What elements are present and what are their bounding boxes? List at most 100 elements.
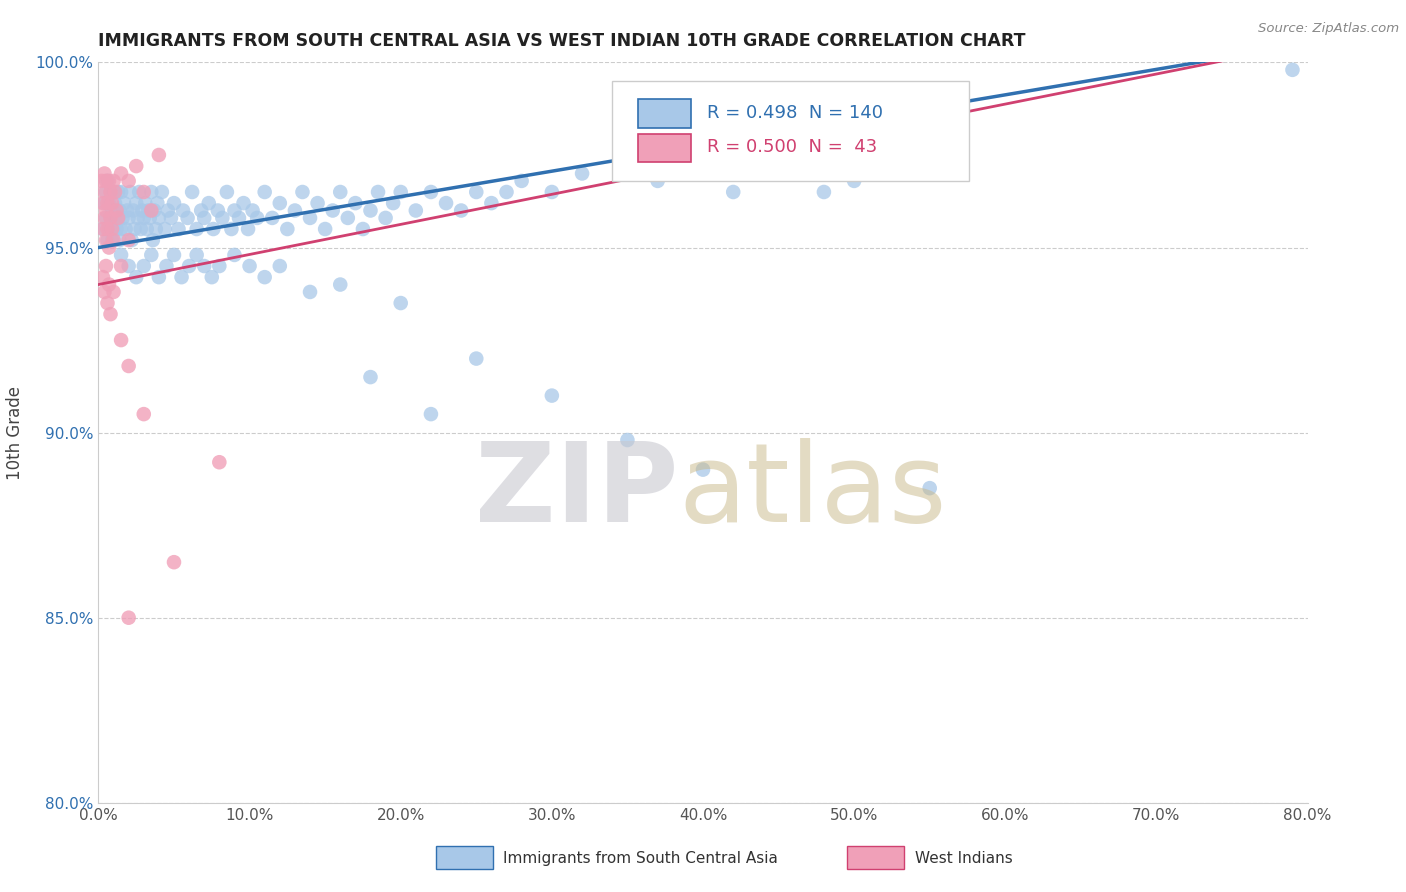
Point — [389, 296, 412, 310]
Point — [148, 148, 170, 162]
Point — [120, 185, 142, 199]
Point — [134, 196, 156, 211]
Point — [107, 185, 129, 199]
Point — [481, 196, 503, 211]
Point — [692, 462, 714, 476]
Point — [105, 222, 128, 236]
Point — [367, 185, 389, 199]
Point — [91, 222, 114, 236]
Point — [125, 159, 148, 173]
Point — [118, 211, 141, 225]
Point — [269, 196, 291, 211]
Point — [94, 203, 117, 218]
Point — [145, 222, 167, 236]
Point — [322, 203, 344, 218]
Point — [360, 203, 382, 218]
Point — [176, 211, 198, 225]
Point — [93, 196, 115, 211]
Point — [208, 455, 231, 469]
Point — [540, 388, 562, 402]
Point — [156, 203, 179, 218]
Point — [108, 233, 131, 247]
Point — [207, 203, 229, 218]
Point — [224, 203, 246, 218]
Point — [329, 277, 352, 292]
Point — [405, 203, 427, 218]
Point — [202, 222, 225, 236]
Point — [236, 222, 259, 236]
Point — [232, 196, 254, 211]
Point — [91, 270, 114, 285]
Point — [100, 185, 122, 199]
Point — [141, 203, 163, 218]
Point — [96, 222, 118, 236]
Point — [93, 285, 115, 299]
Point — [172, 203, 194, 218]
Point — [208, 259, 231, 273]
Text: ZIP: ZIP — [475, 438, 679, 545]
Point — [94, 174, 117, 188]
Point — [918, 481, 941, 495]
Point — [143, 203, 166, 218]
Point — [132, 211, 155, 225]
Point — [122, 203, 145, 218]
Point — [190, 203, 212, 218]
Point — [118, 259, 141, 273]
Point — [160, 211, 183, 225]
Point — [103, 174, 125, 188]
Text: Source: ZipAtlas.com: Source: ZipAtlas.com — [1258, 22, 1399, 36]
Point — [434, 196, 457, 211]
Point — [100, 307, 122, 321]
Point — [269, 259, 291, 273]
Point — [723, 185, 745, 199]
Point — [262, 211, 284, 225]
Point — [118, 233, 141, 247]
Point — [98, 196, 121, 211]
Point — [197, 196, 219, 211]
Point — [360, 370, 382, 384]
Point — [181, 185, 204, 199]
Point — [170, 270, 193, 285]
Point — [103, 222, 125, 236]
FancyBboxPatch shape — [638, 134, 690, 161]
Point — [186, 248, 208, 262]
Point — [100, 211, 122, 225]
Point — [129, 222, 152, 236]
Point — [110, 333, 132, 347]
Point — [112, 196, 135, 211]
FancyBboxPatch shape — [436, 847, 492, 869]
Point — [221, 222, 243, 236]
Point — [107, 211, 129, 225]
Point — [111, 211, 134, 225]
Point — [91, 222, 114, 236]
Point — [107, 211, 129, 225]
Point — [98, 174, 121, 188]
Point — [125, 270, 148, 285]
Point — [450, 203, 472, 218]
Point — [93, 211, 115, 225]
Point — [389, 185, 412, 199]
Point — [110, 185, 132, 199]
Point — [284, 203, 307, 218]
Point — [94, 211, 117, 225]
Point — [125, 196, 148, 211]
Point — [118, 359, 141, 373]
Point — [329, 185, 352, 199]
Point — [193, 259, 215, 273]
Point — [142, 233, 165, 247]
Point — [91, 196, 114, 211]
Point — [201, 270, 224, 285]
Point — [291, 185, 314, 199]
Point — [127, 211, 149, 225]
Point — [98, 222, 121, 236]
Text: West Indians: West Indians — [915, 851, 1012, 866]
Point — [352, 222, 374, 236]
Point — [211, 211, 233, 225]
Point — [179, 259, 201, 273]
Point — [276, 222, 298, 236]
Point — [98, 240, 121, 254]
Point — [186, 222, 208, 236]
Point — [420, 185, 443, 199]
Point — [105, 203, 128, 218]
Point — [163, 555, 186, 569]
